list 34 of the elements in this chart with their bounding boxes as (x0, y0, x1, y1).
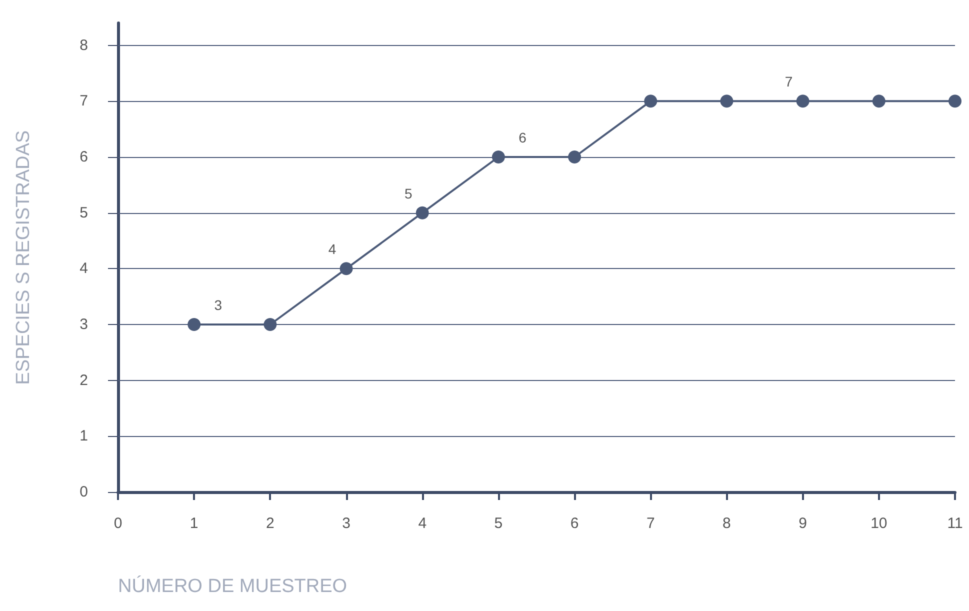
y-tick-label: 1 (80, 428, 88, 445)
x-tick-label: 0 (114, 515, 122, 532)
y-tick-label: 5 (80, 204, 88, 222)
point (416, 206, 429, 220)
point (492, 150, 505, 164)
annotation: 3 (214, 297, 222, 313)
x-axis-title: NÚMERO DE MUESTREO (118, 575, 348, 597)
y-tick-label: 8 (80, 36, 88, 54)
point (796, 94, 810, 108)
x-tick-label: 4 (418, 515, 427, 532)
y-tick-label: 0 (80, 484, 88, 500)
x-tick-label: 11 (947, 515, 963, 532)
x-tick-label: 2 (266, 515, 274, 532)
x-tick-label: 5 (494, 515, 503, 532)
y-tick-label: 2 (80, 372, 88, 389)
annotation: 7 (784, 74, 793, 90)
y-axis-title: ESPECIES S REGISTRADAS (13, 130, 34, 385)
x-tick-label: 10 (870, 515, 888, 532)
point (188, 318, 201, 331)
x-tick-label: 3 (342, 515, 350, 532)
point (568, 150, 582, 164)
x-tick-label: 6 (570, 515, 579, 532)
annotation: 6 (518, 130, 527, 146)
x-tick-label: 7 (646, 515, 655, 532)
y-tick-label: 4 (80, 260, 88, 278)
y-tick-label: 6 (80, 148, 88, 166)
x-tick-label: 9 (798, 515, 807, 532)
y-tick-label: 3 (80, 316, 88, 333)
point (948, 94, 962, 108)
annotation: 5 (404, 185, 412, 202)
y-tick-label: 7 (80, 92, 88, 110)
annotation: 4 (328, 241, 336, 258)
x-tick-label: 8 (722, 515, 731, 532)
x-tick-label: 1 (190, 515, 198, 532)
